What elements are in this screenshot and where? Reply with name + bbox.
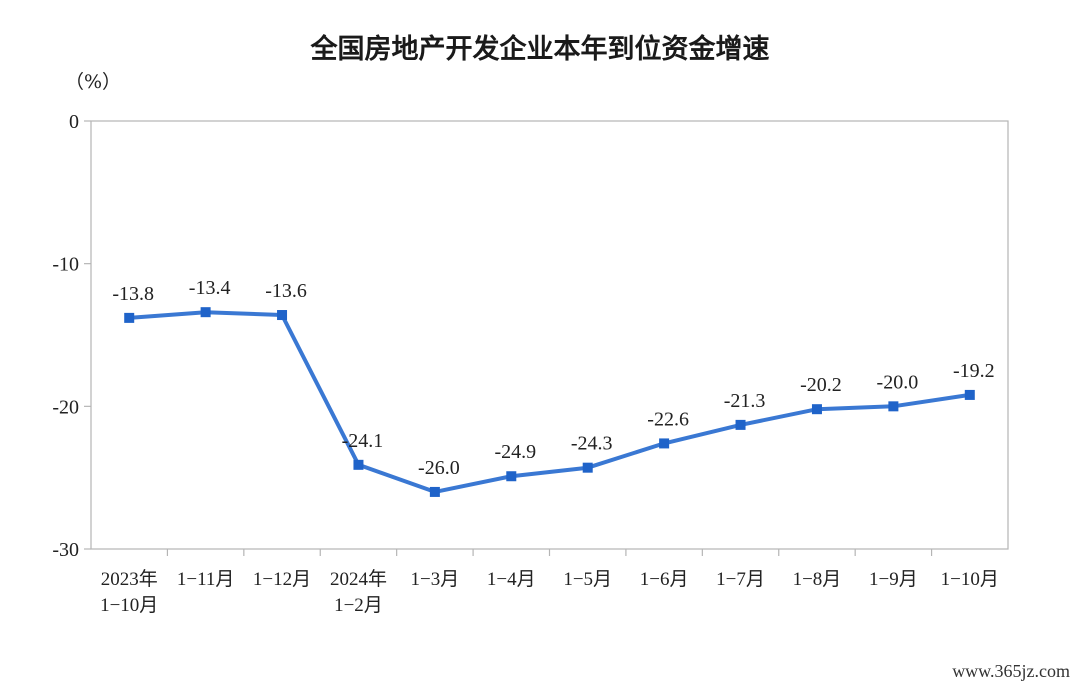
data-label: -26.0	[418, 457, 460, 479]
data-label: -13.4	[189, 277, 231, 299]
x-tick-label: 1−4月	[487, 569, 536, 590]
data-label: -13.6	[265, 280, 307, 302]
data-point-marker	[429, 486, 440, 497]
y-unit-label: （%）	[65, 71, 121, 93]
x-tick-label: 1−2月	[334, 595, 383, 616]
x-tick-label: 2024年	[330, 568, 387, 590]
data-label: -20.2	[800, 374, 842, 396]
x-axis: 2023年 1−10月 1−11月 1−12月 2024年 1−2月 1−3月 1−4月 1−5…	[100, 549, 999, 616]
series-line	[127, 310, 972, 494]
data-point-marker	[277, 310, 288, 321]
watermark: www.365jz.com	[952, 661, 1070, 681]
x-tick-label: 2023年	[101, 568, 158, 590]
data-label: -13.8	[112, 283, 154, 305]
data-point-marker	[124, 312, 135, 323]
x-tick-label: 1−6月	[640, 569, 689, 590]
chart-title: 全国房地产开发企业本年到位资金增速	[310, 33, 770, 65]
data-label: -22.6	[647, 408, 689, 430]
data-point-marker	[506, 471, 517, 482]
x-tick-label: 1−8月	[793, 569, 842, 590]
y-tick-label: -20	[52, 396, 79, 418]
data-label: -21.3	[724, 390, 766, 412]
data-label: -19.2	[953, 360, 995, 382]
x-tick-label: 1−12月	[253, 569, 311, 590]
x-tick-label: 1−5月	[563, 569, 612, 590]
y-axis: 0 -10 -20 -30	[52, 111, 91, 561]
x-tick-label: 1−3月	[411, 569, 460, 590]
x-tick-label: 1−11月	[177, 569, 235, 590]
data-point-marker	[582, 462, 593, 473]
data-point-marker	[200, 307, 211, 318]
x-tick-label: 1−7月	[716, 569, 765, 590]
data-label: -24.1	[342, 430, 384, 452]
data-point-marker	[735, 419, 746, 430]
data-label: -20.0	[877, 371, 919, 393]
y-tick-label: 0	[69, 111, 79, 133]
x-tick-label: 1−9月	[869, 569, 918, 590]
y-tick-label: -30	[52, 539, 79, 561]
marker-group	[124, 307, 975, 497]
x-tick-label: 1−10月	[100, 595, 158, 616]
plot-frame	[90, 120, 1009, 550]
data-label: -24.3	[571, 433, 613, 455]
series-line-group	[127, 310, 972, 494]
y-tick-label: -10	[52, 254, 79, 276]
x-tick-label: 1−10月	[941, 569, 999, 590]
data-label: -24.9	[494, 441, 536, 463]
data-point-marker	[659, 438, 670, 449]
data-point-marker	[811, 404, 822, 415]
data-point-marker	[353, 459, 364, 470]
data-point-marker	[888, 401, 899, 412]
data-point-marker	[964, 389, 975, 400]
data-label-group: -13.8 -13.4 -13.6 -24.1 -26.0 -24.9 -24.3 -22.6…	[112, 277, 994, 479]
